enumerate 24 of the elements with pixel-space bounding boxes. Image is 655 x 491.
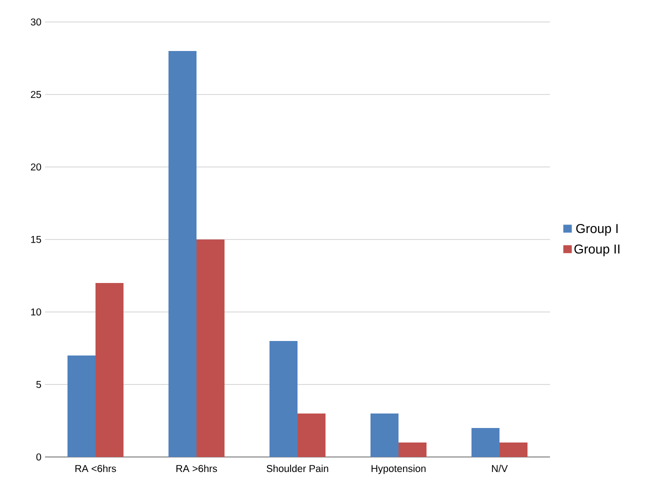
bar bbox=[500, 442, 528, 457]
x-tick-label: N/V bbox=[492, 464, 508, 472]
y-tick-label: 25 bbox=[30, 90, 42, 98]
x-tick-label: RA <6hrs bbox=[75, 464, 116, 472]
y-tick-label: 15 bbox=[31, 236, 42, 243]
bar bbox=[298, 413, 326, 457]
bar bbox=[68, 355, 96, 457]
y-tick-label: 20 bbox=[30, 163, 42, 171]
legend-label: Group I bbox=[576, 224, 618, 236]
x-tick-label: Shoulder Pain bbox=[266, 464, 328, 472]
x-tick-label: Hypotension bbox=[372, 464, 426, 474]
y-tick-label: 0 bbox=[36, 453, 42, 461]
bar bbox=[196, 239, 225, 457]
bar bbox=[370, 413, 399, 457]
x-tick-label: RA >6hrs bbox=[176, 464, 218, 472]
bar bbox=[270, 340, 298, 457]
y-tick-label: 5 bbox=[36, 381, 42, 388]
bar bbox=[168, 50, 197, 457]
bar bbox=[472, 428, 500, 457]
y-tick-label: 30 bbox=[30, 18, 42, 26]
y-tick-label: 10 bbox=[31, 308, 42, 316]
bar bbox=[398, 442, 427, 457]
bar bbox=[96, 282, 124, 457]
legend-label: Group II bbox=[574, 244, 620, 256]
